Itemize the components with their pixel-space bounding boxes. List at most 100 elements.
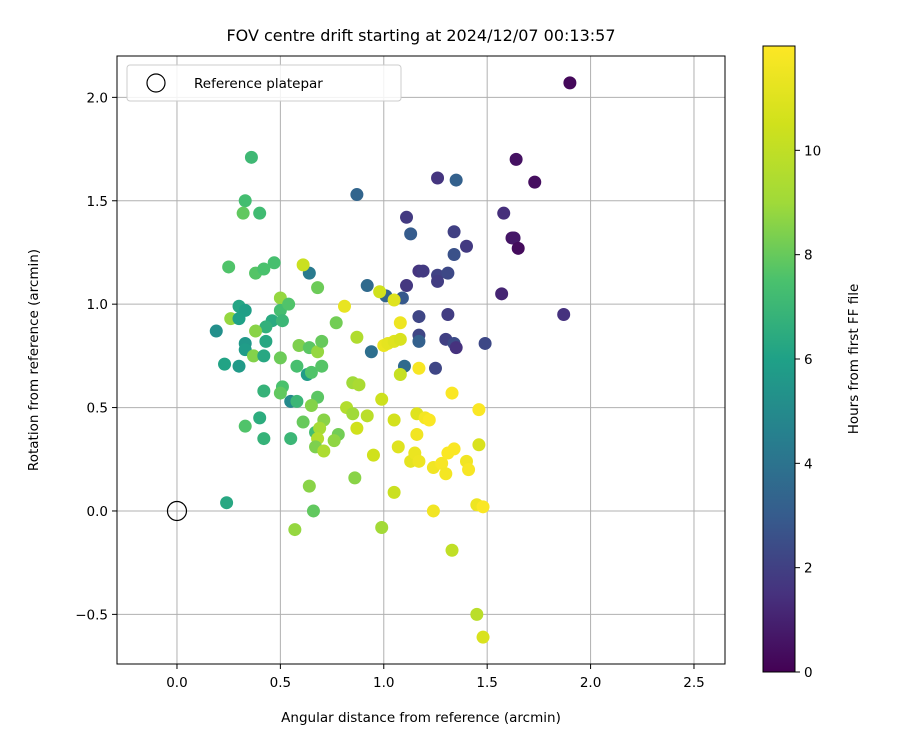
data-point: [364, 345, 378, 359]
x-axis-label: Angular distance from reference (arcmin): [281, 710, 561, 726]
data-point: [447, 442, 461, 456]
data-point: [445, 386, 459, 400]
colorbar-tick-label: 10: [804, 143, 821, 159]
data-point: [218, 357, 232, 371]
data-point: [360, 409, 374, 423]
data-point: [292, 339, 306, 353]
data-point: [257, 349, 271, 363]
y-tick-label: 0.0: [87, 504, 108, 520]
data-point: [238, 194, 252, 208]
data-point: [462, 463, 476, 477]
data-point: [393, 316, 407, 330]
data-point: [236, 206, 250, 220]
data-point: [253, 206, 267, 220]
data-point: [366, 448, 380, 462]
data-point: [222, 260, 236, 274]
data-point: [387, 293, 401, 307]
data-point: [257, 384, 271, 398]
data-point: [557, 308, 571, 322]
data-point: [259, 320, 273, 334]
legend-label-reference: Reference platepar: [194, 76, 323, 92]
data-point: [431, 171, 445, 185]
data-point: [246, 349, 260, 363]
legend: Reference platepar: [126, 64, 402, 102]
data-point: [350, 421, 364, 435]
data-point: [238, 419, 252, 433]
data-point: [304, 365, 318, 379]
data-point: [304, 398, 318, 412]
data-point: [232, 359, 246, 373]
data-point: [315, 334, 329, 348]
data-point: [428, 361, 442, 375]
data-point: [563, 76, 577, 90]
y-tick-label: 1.0: [87, 297, 108, 313]
data-point: [302, 479, 316, 493]
data-point: [259, 334, 273, 348]
y-ticks: −0.5 0.0 0.5 1.0 1.5 2.0: [75, 90, 117, 623]
data-point: [244, 150, 258, 164]
data-point: [447, 248, 461, 262]
data-point: [478, 336, 492, 350]
data-point: [435, 456, 449, 470]
data-point: [441, 308, 455, 322]
data-point: [315, 359, 329, 373]
data-point: [431, 274, 445, 288]
data-point: [296, 415, 310, 429]
data-point: [422, 413, 436, 427]
data-point: [470, 607, 484, 621]
data-point: [387, 485, 401, 499]
x-ticks: 0.0 0.5 1.0 1.5 2.0 2.5: [166, 664, 705, 691]
x-tick-label: 2.5: [683, 675, 704, 691]
data-point: [449, 341, 463, 355]
data-point: [220, 496, 234, 510]
data-point: [267, 256, 281, 270]
x-tick-label: 1.5: [476, 675, 497, 691]
y-tick-label: 2.0: [87, 90, 108, 106]
data-point: [311, 281, 325, 295]
data-point: [273, 386, 287, 400]
x-tick-label: 1.0: [373, 675, 394, 691]
data-point: [352, 378, 366, 392]
data-point: [528, 175, 542, 189]
grid-lines: [117, 56, 725, 664]
data-point: [387, 413, 401, 427]
y-axis-label: Rotation from reference (arcmin): [26, 249, 42, 471]
x-tick-label: 0.0: [166, 675, 187, 691]
data-point: [426, 504, 440, 518]
data-point: [209, 324, 223, 338]
data-point: [400, 279, 414, 293]
data-point: [400, 210, 414, 224]
data-point: [253, 411, 267, 425]
data-point: [511, 241, 525, 255]
plot-frame: [116, 55, 726, 665]
data-point: [346, 407, 360, 421]
data-point: [441, 266, 455, 280]
data-point: [360, 279, 374, 293]
data-point: [497, 206, 511, 220]
data-point: [329, 316, 343, 330]
data-point: [459, 239, 473, 253]
data-point: [472, 403, 486, 417]
x-tick-label: 2.0: [580, 675, 601, 691]
data-point: [350, 188, 364, 202]
data-point: [317, 444, 331, 458]
scatter-points: [166, 76, 577, 644]
colorbar-label: Hours from first FF file: [846, 284, 862, 435]
data-point: [282, 297, 296, 311]
data-point: [472, 438, 486, 452]
data-point: [412, 334, 426, 348]
reference-platepar-marker: [166, 500, 188, 522]
data-point: [273, 351, 287, 365]
data-point: [232, 312, 246, 326]
colorbar-ticks: 0 2 4 6 8 10: [795, 143, 821, 681]
data-point: [306, 504, 320, 518]
data-point: [275, 314, 289, 328]
data-point: [412, 310, 426, 324]
data-point: [445, 543, 459, 557]
data-point: [509, 152, 523, 166]
data-point: [296, 258, 310, 272]
legend-box: [126, 64, 402, 102]
legend-marker-reference-icon: [146, 73, 166, 93]
data-point: [257, 432, 271, 446]
data-point: [404, 227, 418, 241]
